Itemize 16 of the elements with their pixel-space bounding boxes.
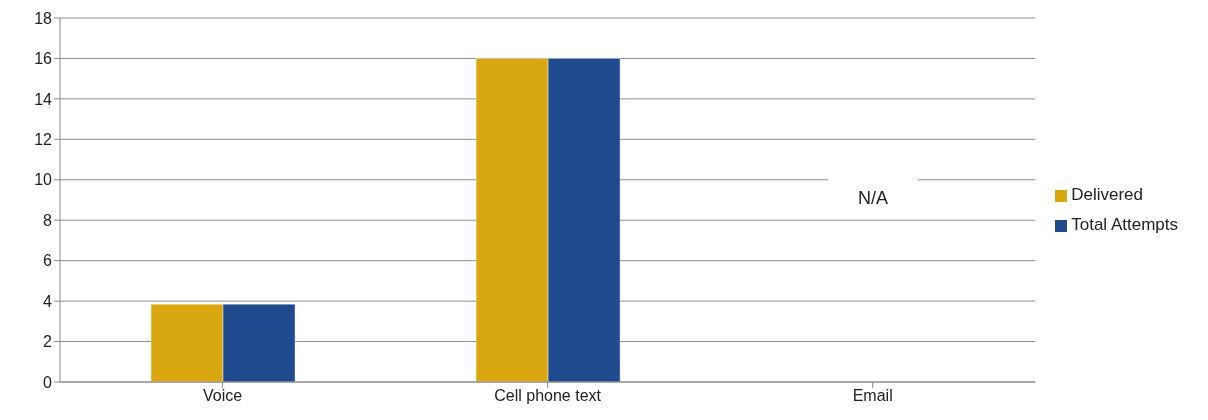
y-tick-label: 6 bbox=[43, 252, 53, 270]
annotation: N/A bbox=[828, 178, 918, 218]
y-tick-label: 0 bbox=[43, 373, 53, 391]
y-tick-label: 18 bbox=[34, 9, 53, 27]
y-tick-label: 14 bbox=[34, 90, 53, 108]
y-tick-label: 4 bbox=[43, 292, 53, 310]
y-tick-label: 2 bbox=[43, 333, 53, 351]
y-tick-label: 12 bbox=[34, 131, 53, 149]
x-tick-label: Voice bbox=[202, 387, 243, 405]
x-tick-label: Email bbox=[852, 387, 893, 405]
x-tick-label: Cell phone text bbox=[494, 387, 602, 405]
y-tick-label: 10 bbox=[34, 171, 53, 189]
y-tick-label: 16 bbox=[34, 50, 53, 68]
legend-label: Total Attempts bbox=[1071, 215, 1178, 234]
y-tick-label: 8 bbox=[43, 211, 53, 229]
legend-label: Delivered bbox=[1071, 185, 1144, 204]
